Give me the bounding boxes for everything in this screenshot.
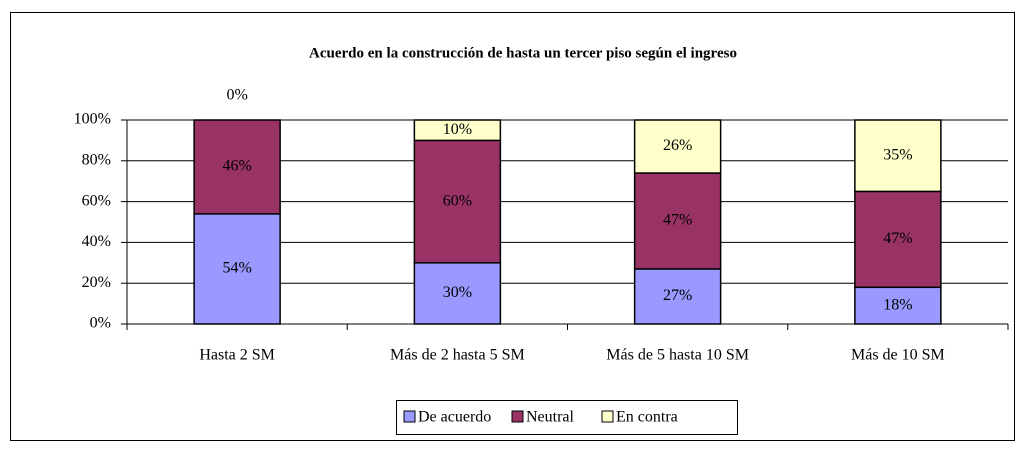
data-label: 60% [443,192,472,209]
data-label: 30% [443,284,472,301]
chart-border [10,12,1015,441]
legend-box [396,400,738,435]
bar-segment [193,119,281,215]
bar-segment [633,172,722,270]
data-label: 26% [663,137,692,154]
x-tick-label: Más de 10 SM [851,347,945,364]
bar-segment [633,119,722,174]
data-label: 18% [883,296,912,313]
data-label: 46% [222,158,251,175]
x-tick-label: Más de 2 hasta 5 SM [390,347,525,364]
y-tick-label: 20% [82,274,111,291]
bar-segment [413,119,502,142]
chart-title: Acuerdo en la construcción de hasta un t… [309,45,737,61]
data-label: 54% [222,260,251,277]
legend-label: De acuerdo [418,409,491,426]
bar-segment [413,262,502,325]
bar-segment [854,119,942,193]
x-tick-label: Más de 5 hasta 10 SM [606,347,749,364]
y-tick-label: 0% [90,315,111,332]
legend-label: En contra [616,409,678,426]
data-label: 10% [443,121,472,138]
bar-segment [413,139,502,264]
bar-segment [854,190,942,289]
data-label: 47% [663,212,692,229]
data-label: 0% [226,87,247,104]
y-tick-label: 80% [82,151,111,168]
legend-swatch [601,410,614,423]
y-tick-label: 60% [82,192,111,209]
legend-label: Neutral [526,409,575,426]
data-label: 47% [883,230,912,247]
data-label: 27% [663,287,692,304]
data-label: 35% [883,146,912,163]
legend-swatch [403,410,416,423]
y-tick-label: 40% [82,233,111,250]
y-tick-label: 100% [74,111,111,128]
legend-swatch [511,410,524,423]
x-tick-label: Hasta 2 SM [199,347,275,364]
